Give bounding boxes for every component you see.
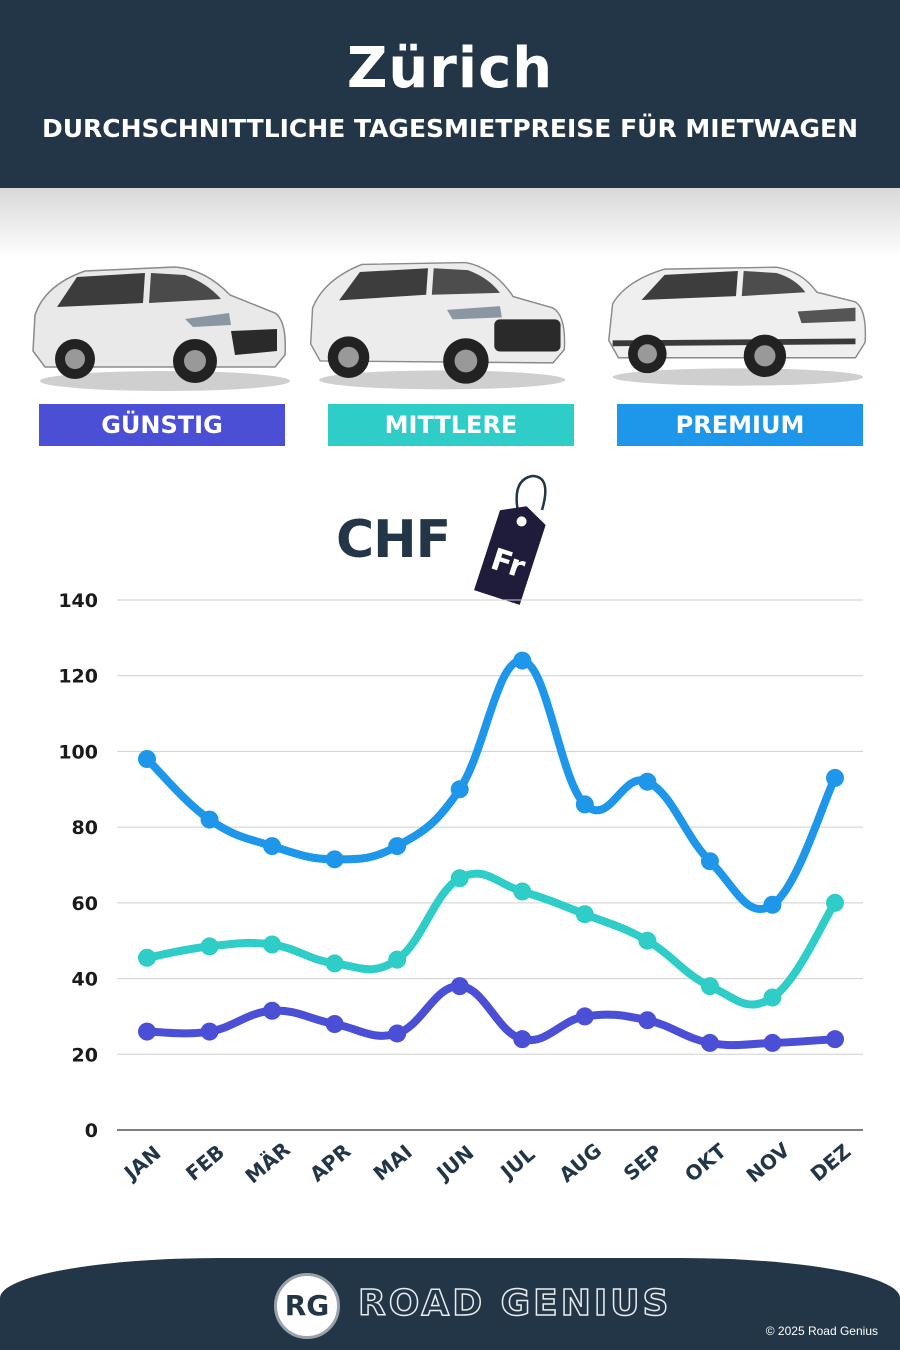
data-point — [638, 931, 657, 950]
x-tick-label: JUN — [430, 1140, 478, 1186]
badge-premium: PREMIUM — [617, 404, 863, 446]
data-point — [513, 1030, 532, 1049]
data-point — [638, 1011, 657, 1030]
y-tick-label: 60 — [72, 893, 98, 915]
data-point — [575, 795, 594, 814]
data-point — [138, 1022, 156, 1041]
copyright-text: © 2025 Road Genius — [765, 1324, 878, 1338]
data-point — [763, 988, 782, 1007]
y-tick-label: 120 — [58, 666, 98, 688]
data-point — [325, 850, 344, 869]
x-tick-label: MÄR — [240, 1137, 294, 1188]
x-tick-label: FEB — [181, 1140, 229, 1186]
y-tick-label: 20 — [72, 1044, 98, 1066]
data-point — [200, 810, 219, 829]
luxury-suv-image — [608, 266, 867, 386]
data-point — [388, 837, 407, 856]
x-tick-label: APR — [305, 1139, 355, 1187]
x-tick-label: SEP — [619, 1140, 667, 1186]
x-tick-label: JUL — [495, 1142, 540, 1185]
page-title: Zürich — [346, 36, 554, 101]
data-point — [700, 977, 719, 996]
badge-guenstig-label: GÜNSTIG — [101, 411, 223, 439]
hatchback-car-image — [32, 266, 290, 391]
data-point — [138, 750, 156, 768]
data-point — [388, 950, 407, 969]
data-point — [513, 882, 532, 901]
page-subtitle: DURCHSCHNITTLICHE TAGESMIETPREISE FÜR MI… — [41, 114, 859, 143]
data-point — [826, 1030, 844, 1049]
y-tick-label: 0 — [85, 1120, 98, 1142]
data-point — [263, 837, 282, 856]
data-point — [700, 1033, 719, 1052]
currency-indicator: CHF Fr — [336, 470, 556, 610]
price-line-chart: 0 20 40 60 80 100 120 140 JAN FEB MÄR APR MAI JUN JUL… — [58, 590, 863, 1188]
data-point — [325, 954, 344, 973]
x-tick-label: AUG — [554, 1138, 606, 1187]
data-point — [763, 895, 782, 914]
data-point — [200, 937, 219, 956]
price-tag-icon: Fr — [474, 474, 547, 605]
chart-grid — [117, 599, 863, 1131]
series-mittlere — [138, 869, 844, 1009]
x-tick-label: MAI — [369, 1140, 417, 1186]
y-tick-label: 80 — [72, 817, 98, 839]
data-point — [826, 768, 844, 787]
series-günstig — [138, 977, 844, 1052]
y-tick-label: 40 — [72, 969, 98, 991]
badge-mittlere-label: MITTLERE — [384, 411, 518, 439]
data-point — [263, 935, 282, 954]
x-tick-label: DEZ — [806, 1139, 856, 1186]
chart-series — [138, 651, 844, 1052]
data-point — [450, 780, 469, 799]
data-point — [513, 651, 532, 670]
series-line — [143, 656, 839, 913]
road-genius-logo-icon: RG — [274, 1273, 340, 1339]
data-point — [450, 977, 469, 996]
data-point — [763, 1033, 782, 1052]
badge-premium-label: PREMIUM — [675, 411, 805, 439]
y-tick-label: 100 — [58, 741, 98, 763]
data-point — [325, 1015, 344, 1033]
data-point — [138, 948, 156, 967]
logo-letters: RG — [284, 1289, 330, 1322]
data-point — [575, 1007, 594, 1026]
data-point — [450, 869, 469, 888]
data-point — [826, 893, 844, 912]
x-tick-label: NOV — [742, 1137, 795, 1187]
data-point — [263, 1001, 282, 1020]
x-tick-label: JAN — [118, 1141, 165, 1186]
brand-name: ROAD GENIUS — [357, 1282, 672, 1325]
header-banner: Zürich DURCHSCHNITTLICHE TAGESMIETPREISE… — [0, 0, 900, 188]
x-tick-label: OKT — [680, 1138, 731, 1186]
suv-car-image — [309, 261, 566, 390]
x-axis-ticks: JAN FEB MÄR APR MAI JUN JUL AUG SEP OKT NOV DEZ — [118, 1137, 855, 1188]
badge-mittlere: MITTLERE — [328, 404, 574, 446]
data-point — [200, 1022, 219, 1041]
series-premium — [138, 651, 844, 914]
currency-label: CHF — [336, 510, 451, 570]
data-point — [575, 905, 594, 924]
y-tick-label: 140 — [58, 590, 98, 612]
data-point — [700, 852, 719, 871]
header-shadow — [0, 188, 900, 258]
footer-banner: RG ROAD GENIUS © 2025 Road Genius — [0, 1258, 900, 1350]
badge-guenstig: GÜNSTIG — [39, 404, 285, 446]
data-point — [388, 1024, 407, 1043]
y-axis-ticks: 0 20 40 60 80 100 120 140 — [58, 590, 98, 1142]
data-point — [638, 772, 657, 791]
